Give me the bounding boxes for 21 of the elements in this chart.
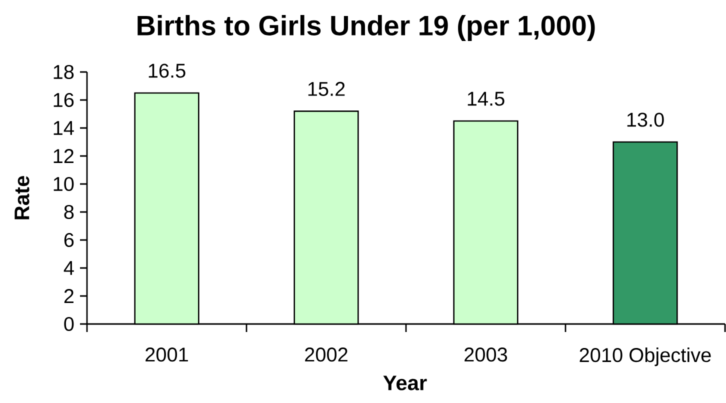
y-tick-label: 8 — [64, 204, 74, 220]
x-tick-label: 2002 — [305, 348, 348, 362]
chart-title: Births to Girls Under 19 (per 1,000) — [138, 15, 595, 41]
x-axis-title: Year — [383, 376, 427, 390]
data-label: 16.5 — [148, 64, 186, 78]
data-label: 14.5 — [468, 92, 504, 106]
y-tick-label: 4 — [64, 261, 74, 275]
x-tick-label: 2001 — [146, 348, 188, 362]
x-tick-label: 2010 Objective — [580, 348, 711, 366]
x-tick-label: 2003 — [464, 348, 508, 362]
y-tick-label: 18 — [54, 64, 74, 80]
y-tick-label: 10 — [54, 176, 74, 192]
y-tick-label: 16 — [54, 92, 74, 108]
data-label: 13.0 — [627, 112, 664, 127]
y-tick-label: 2 — [64, 289, 74, 303]
y-tick-label: 0 — [64, 316, 74, 332]
y-tick-label: 12 — [54, 149, 74, 163]
y-tick-label: 14 — [54, 121, 74, 135]
y-axis-title: Rate — [14, 176, 30, 220]
y-tick-label: 6 — [64, 232, 74, 248]
data-label: 15.2 — [308, 82, 345, 96]
